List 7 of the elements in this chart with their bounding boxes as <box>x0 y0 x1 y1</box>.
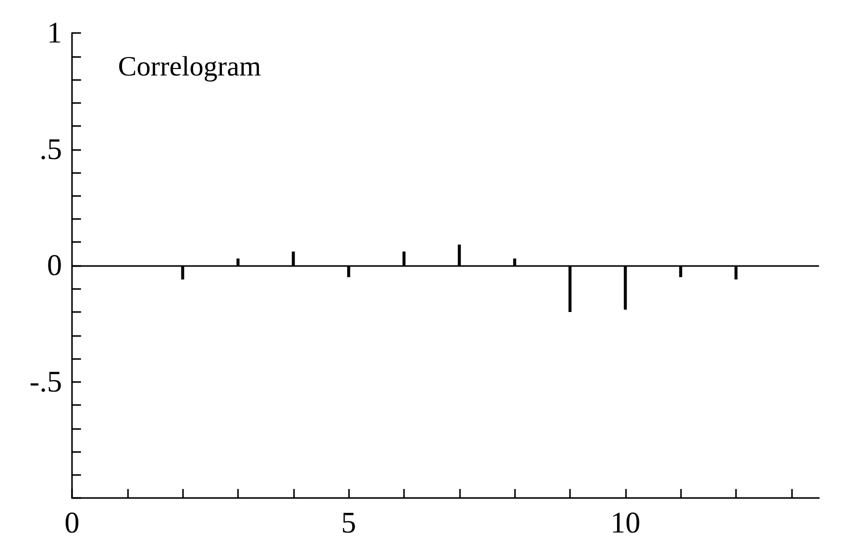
y-tick-label: 0 <box>47 249 62 282</box>
text: Correlogram <box>118 52 262 82</box>
y-tick-label: .5 <box>40 132 62 166</box>
y-tick-label: -.5 <box>30 365 62 398</box>
y-tick-label: 1 <box>47 16 62 50</box>
x-tick-label: 5 <box>341 506 356 540</box>
x-tick-label: 10 <box>610 506 640 540</box>
